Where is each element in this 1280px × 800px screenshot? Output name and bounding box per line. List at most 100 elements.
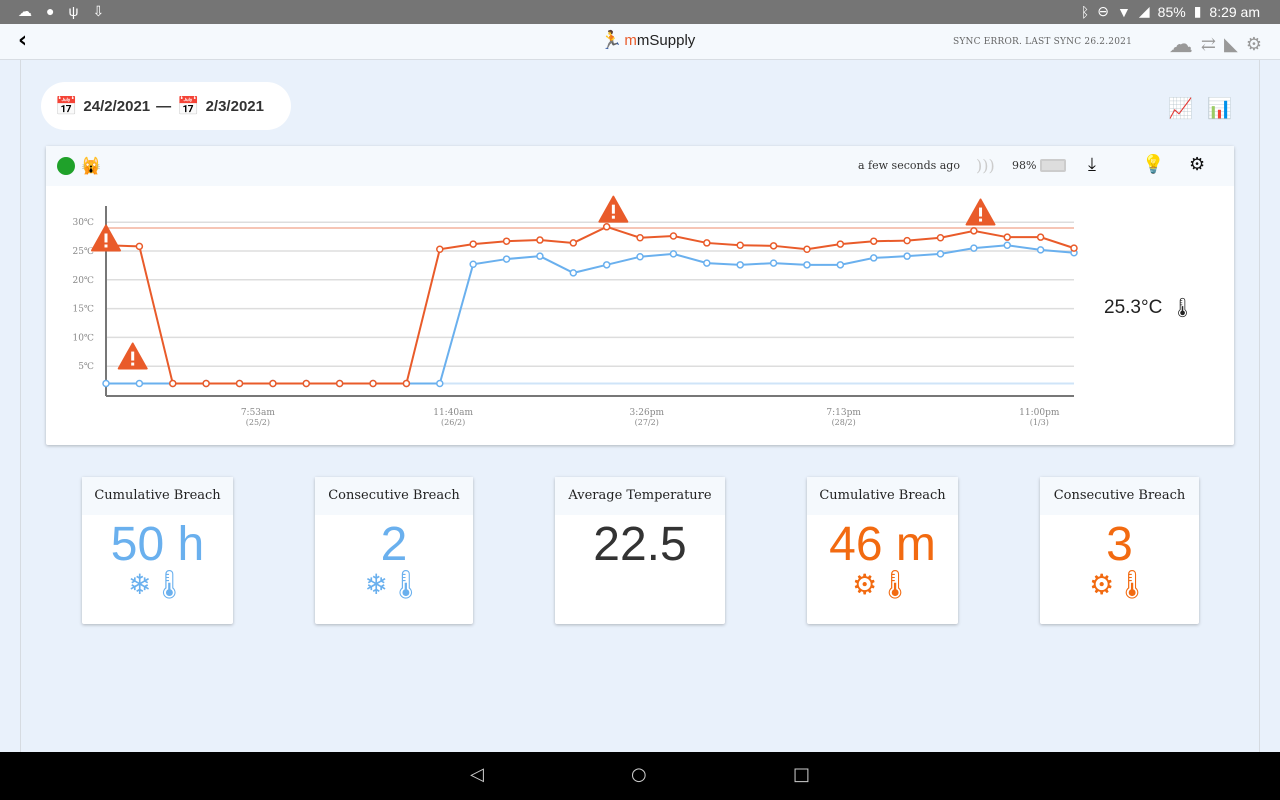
calendar-icon[interactable]: 📅 [177,95,200,116]
stat-card: Cumulative Breach 46 m ⚙🌡 [807,477,958,624]
max-data-point [502,237,511,245]
sensor-chart-card: 🙀 a few seconds ago ))) 98% ⤓ 💡 ⚙ 30℃ 25℃… [46,146,1234,445]
max-data-point [402,379,411,388]
stat-value: 46 m [829,518,936,571]
x-tick-time: 11:40am [433,408,473,418]
min-series-line [106,244,1075,385]
max-data-point [736,241,744,249]
warning-exclamation [131,351,135,361]
date-to[interactable]: 2/3/2021 [205,97,264,115]
max-data-point [836,240,845,248]
max-data-point [769,242,778,250]
download-icon: ⇩ [92,3,105,19]
max-data-point [235,379,244,388]
stat-value: 50 h [110,518,205,571]
sensor-header: 🙀 a few seconds ago ))) 98% ⤓ 💡 ⚙ [46,146,1234,186]
x-tick-time: 3:26pm [629,408,664,418]
bluetooth-icon: ᛒ [1080,3,1090,20]
sync-arrows-icon[interactable]: ⇄ [1200,33,1217,55]
line-chart-icon[interactable]: 📈 [1168,96,1194,120]
download-icon[interactable]: ⤓ [1088,154,1096,175]
sensor-battery: 98% [1012,159,1037,172]
signal-icon: ◢ [1138,3,1150,19]
last-update: a few seconds ago [858,159,960,172]
content-frame [20,60,1260,752]
x-tick-date: (27/2) [635,418,659,427]
battery-icon [1040,159,1067,172]
back-button[interactable]: ‹ [18,28,28,53]
date-range-picker[interactable]: 📅 24/2/2021 — 📅 2/3/2021 [41,82,291,130]
max-data-point [569,239,578,247]
max-data-point [302,379,311,388]
sun-thermometer-icon: ⚙🌡 [852,568,913,601]
app-bar: ‹ 🏃 m mSupply SYNC ERROR. LAST SYNC 26.2.2… [0,24,1280,60]
cloud-icon[interactable]: ☁ [1168,30,1193,58]
min-data-point [936,250,945,258]
sync-status: SYNC ERROR. LAST SYNC 26.2.2021 [953,37,1132,47]
max-data-point [970,227,978,235]
min-data-point [836,261,845,269]
current-temperature: 25.3°C [1104,297,1163,318]
x-tick-time: 7:53am [241,408,276,418]
stat-card: Consecutive Breach 3 ⚙🌡 [1040,477,1199,624]
min-data-point [769,259,778,267]
snowflake-thermometer-icon: ❄🌡 [364,568,424,601]
min-data-point [903,252,911,260]
warning-exclamation [104,233,108,243]
x-tick-date: (1/3) [1030,418,1049,427]
circle-icon: ● [46,3,55,19]
min-data-point [803,261,811,269]
y-tick-label: 30℃ [72,218,94,228]
max-data-point [1036,233,1045,241]
dnd-icon: ⊖ [1097,3,1110,19]
min-data-point [569,269,578,277]
settings-icon[interactable]: ⚙ [1189,154,1206,175]
x-tick-date: (28/2) [832,418,856,427]
logo-icon: 🏃 [600,30,623,50]
y-tick-label: 5℃ [78,362,94,372]
stat-title: Cumulative Breach [807,477,958,515]
min-data-point [436,379,444,388]
min-data-point [736,261,744,269]
max-data-point [1003,233,1011,241]
max-data-point [602,223,611,231]
settings-icon[interactable]: ⚙ [1245,33,1262,55]
warning-exclamation [979,207,983,217]
stat-card: Average Temperature 22.5 [555,477,725,624]
stat-title: Consecutive Breach [315,477,473,515]
y-tick-label: 10℃ [72,333,94,343]
x-tick-date: (25/2) [246,418,270,427]
lightbulb-icon[interactable]: 💡 [1142,154,1165,175]
signal-icon: ))) [976,156,995,175]
warning-exclamation-dot [979,218,983,222]
min-data-point [636,253,644,261]
android-nav-bar: ◁ ○ □ [0,752,1280,800]
warning-exclamation-dot [611,215,615,219]
home-nav-icon[interactable]: ○ [631,764,647,785]
x-tick-time: 7:13pm [826,408,861,418]
bar-chart-icon[interactable]: 📊 [1207,96,1232,120]
rss-icon[interactable]: ◣ [1224,33,1238,55]
wifi-icon: ▼ [1117,3,1131,20]
calendar-icon[interactable]: 📅 [55,95,78,116]
battery-level: 85% [1157,3,1186,20]
y-tick-label: 25℃ [72,247,94,257]
clock: 8:29 am [1209,3,1260,20]
stat-title: Cumulative Breach [82,477,233,515]
thermometer-icon: 🌡 [1170,298,1195,319]
x-tick-date: (26/2) [441,418,465,427]
battery-icon: ▮ [1193,3,1202,19]
stat-title: Consecutive Breach [1040,477,1199,515]
date-separator: — [156,97,172,115]
max-data-point [169,379,177,388]
min-data-point [469,260,477,268]
min-data-point [703,259,711,267]
max-data-point [669,232,678,240]
max-data-point [903,236,911,245]
temperature-chart: 30℃ 25℃ 20℃ 15℃ 10℃ 5℃ 7:53am(25/2) 11:40am(26/… [72,195,1078,427]
back-nav-icon[interactable]: ◁ [470,764,484,785]
stat-value: 3 [1106,518,1133,571]
max-data-point [469,240,477,248]
recents-nav-icon[interactable]: □ [793,764,811,785]
date-from[interactable]: 24/2/2021 [83,97,151,115]
